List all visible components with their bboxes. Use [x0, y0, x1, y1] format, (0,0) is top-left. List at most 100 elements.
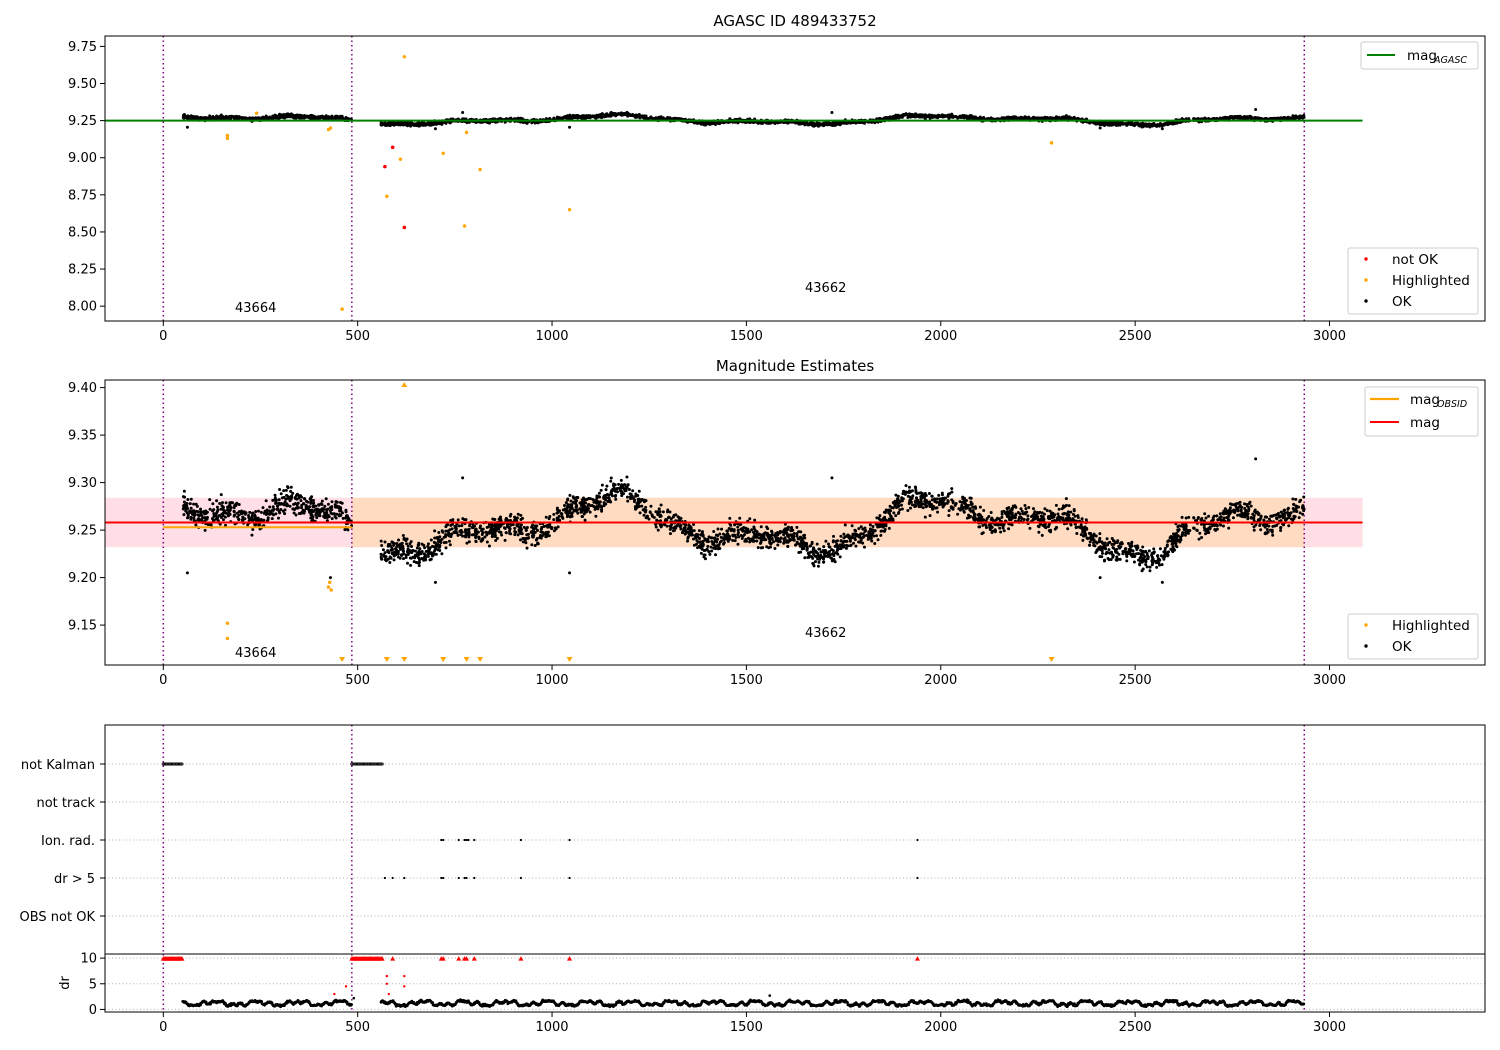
p2-xtick-label-500: 500 — [345, 673, 370, 688]
p2-ok-point-1110 — [1291, 497, 1295, 501]
p2-ok-point-3 — [224, 501, 228, 505]
p2-ok-point-497 — [253, 514, 257, 518]
p2-ok-point-263 — [314, 513, 318, 517]
p2-ok-point-485 — [223, 515, 227, 519]
p1-ok-point-2271 — [1095, 122, 1099, 126]
p2-ok-point-616 — [1024, 507, 1028, 511]
p2-ok-point-897 — [1026, 514, 1030, 518]
p2-xtick-label-0: 0 — [159, 673, 167, 688]
p2-ok-point-1324 — [440, 552, 444, 556]
p1-ok-point-3194 — [709, 121, 713, 125]
p1-ok-point-3159 — [968, 115, 972, 119]
p2-ok-point-319 — [237, 510, 241, 514]
legend-mag-agasc-sub: AGASC — [1433, 55, 1467, 66]
p2-ok-point-573 — [1204, 516, 1208, 520]
p2-ok-point-66 — [251, 527, 255, 531]
p1-ok-point-3183 — [1294, 115, 1298, 119]
p1-ok-point-2724 — [1227, 116, 1231, 120]
p2-ok-point-1009 — [661, 510, 665, 514]
p1-ok-point-3075 — [899, 115, 903, 119]
panel-agasc-title: AGASC ID 489433752 — [713, 12, 876, 30]
p2-ok-point-1338 — [907, 485, 911, 489]
p2-ok-point-296 — [215, 505, 219, 509]
p2-ok-point-448 — [271, 498, 275, 502]
p2-ok-point-1035 — [906, 509, 910, 513]
p2-ok-point-1293 — [519, 538, 523, 542]
p1-ok-point-429 — [185, 115, 189, 119]
legend-highlighted: Highlighted — [1392, 273, 1470, 289]
p2-ok-point-311 — [195, 509, 199, 513]
p2-ok-point-414 — [267, 509, 271, 513]
p1-ok-point-2890 — [1105, 122, 1109, 126]
p2-ok-point-1571 — [770, 529, 774, 533]
p1-ok-point-3025 — [588, 116, 592, 120]
p2-ok-point-0 — [279, 492, 283, 496]
p1-ok-point-3238 — [1098, 126, 1102, 130]
p2-ok-point-334 — [246, 523, 250, 527]
p1-highlighted-point-1 — [225, 136, 230, 141]
p1-ok-point-3130 — [565, 116, 569, 120]
p2-ok-point-1431 — [429, 538, 433, 542]
p2-ok-point-757 — [617, 482, 621, 486]
p2-ok-point-765 — [1231, 516, 1235, 520]
p2-xtick-label-2000: 2000 — [924, 673, 957, 688]
p1-ok-point-459 — [271, 116, 275, 120]
p1-ok-point-2900 — [831, 122, 835, 126]
p2-ok-point-197 — [285, 502, 289, 506]
p2-ok-point-807 — [1192, 516, 1196, 520]
p2-ok-point-337 — [344, 508, 348, 512]
p2-ok-point-449 — [237, 518, 241, 522]
obsid-label-43662-p1: 43662 — [805, 281, 846, 296]
p2-ok-point-1526 — [406, 544, 410, 548]
p2-ok-point-405 — [240, 518, 244, 522]
p1-ok-point-3178 — [829, 123, 833, 127]
p1-ok-point-481 — [302, 114, 306, 118]
p1-ok-point-3126 — [933, 114, 937, 118]
p1-ok-point-3224 — [645, 117, 649, 121]
p2-ok-point-110 — [185, 501, 189, 505]
p1-ok-point-3114 — [714, 121, 718, 125]
p1-ok-point-2989 — [736, 121, 740, 125]
p2-ok-point-22 — [259, 510, 263, 514]
p2-ok-point-314 — [199, 518, 203, 522]
p1-ok-point-2828 — [1054, 115, 1058, 119]
p2-ok-point-1480 — [1150, 563, 1154, 567]
panel-agasc-frame — [104, 35, 1486, 322]
p1-ok-point-3190 — [615, 112, 619, 116]
p2-ok-point-266 — [339, 501, 343, 505]
p2-ok-point-100 — [208, 507, 212, 511]
p2-ok-point-413 — [341, 516, 345, 520]
p1-ok-point-465 — [268, 116, 272, 120]
p2-ok-point-422 — [308, 497, 312, 501]
p2-ok-point-450 — [277, 509, 281, 513]
p2-ok-point-1497 — [835, 539, 839, 543]
p2-ok-point-406 — [292, 502, 296, 506]
p2-ok-point-496 — [196, 518, 200, 522]
p2-ok-point-590 — [659, 503, 663, 507]
p2-ok-point-291 — [284, 488, 288, 492]
p2-ok-point-424 — [226, 514, 230, 518]
p2-ok-point-499 — [248, 516, 252, 520]
p2-ok-point-538 — [1200, 535, 1204, 539]
p2-ok-point-169 — [320, 499, 324, 503]
p1-xtick-label-1000: 1000 — [535, 329, 568, 344]
p2-ok-point-362 — [185, 511, 189, 515]
p2-ok-point-142 — [285, 493, 289, 497]
p1-ytick-label-8.75: 8.75 — [68, 188, 97, 203]
p1-ok-point-488 — [295, 114, 299, 118]
p2-ok-point-1334 — [1076, 514, 1080, 518]
p2-ok-point-292 — [288, 504, 292, 508]
p2-ok-point-1395 — [381, 548, 385, 552]
p2-ok-point-1536 — [437, 531, 441, 535]
p1-ok-point-3002 — [406, 122, 410, 126]
p2-ok-point-1630 — [1236, 509, 1240, 513]
p2-ok-point-1067 — [398, 556, 402, 560]
p1-not-ok-point-1 — [390, 145, 395, 150]
p2-ok-point-1453 — [552, 529, 556, 533]
p2-ok-point-382 — [228, 509, 232, 513]
p1-highlighted-point-7 — [398, 157, 403, 161]
p2-ok-point-478 — [333, 505, 337, 509]
p2-ok-point-491 — [317, 514, 321, 518]
p2-ok-point-1509 — [795, 534, 799, 538]
p1-ok-point-3188 — [1148, 124, 1152, 128]
